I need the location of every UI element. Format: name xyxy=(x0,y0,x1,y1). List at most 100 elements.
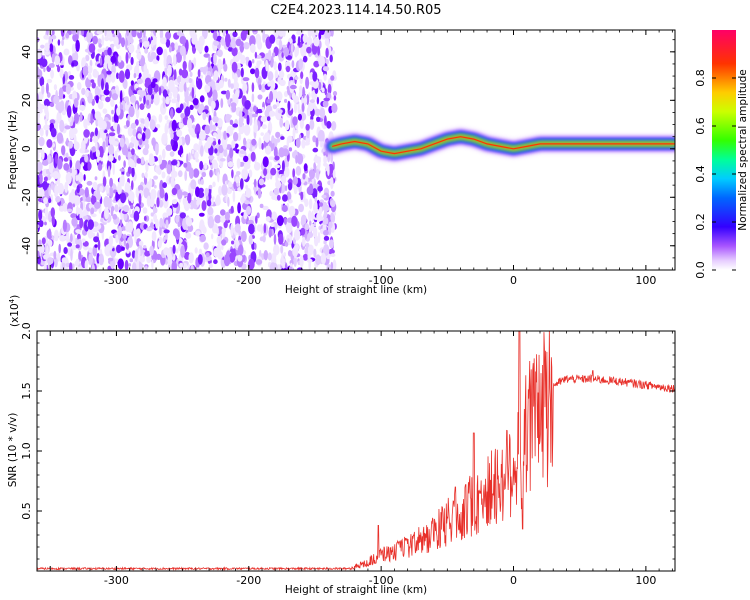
noise-blob xyxy=(212,132,218,137)
noise-blob xyxy=(117,182,122,188)
noise-blob xyxy=(136,61,140,69)
noise-blob xyxy=(297,113,302,121)
noise-blob xyxy=(50,207,55,218)
noise-blob xyxy=(48,239,53,247)
noise-blob xyxy=(37,150,40,161)
noise-blob xyxy=(158,113,163,123)
noise-blob xyxy=(97,100,104,110)
noise-blob xyxy=(254,215,258,224)
noise-blob xyxy=(311,30,316,39)
noise-blob xyxy=(37,224,40,229)
noise-blob xyxy=(45,82,49,95)
noise-blob xyxy=(277,62,282,72)
noise-blob xyxy=(261,30,266,35)
noise-blob xyxy=(234,55,238,61)
noise-blob xyxy=(281,160,285,173)
noise-blob xyxy=(58,87,64,99)
noise-blob xyxy=(119,104,124,110)
noise-blob xyxy=(155,124,161,129)
noise-blob xyxy=(150,51,157,60)
noise-blob xyxy=(152,59,159,65)
noise-blob xyxy=(78,250,82,262)
x-tick-label: 100 xyxy=(635,574,656,587)
noise-blob xyxy=(74,260,79,267)
noise-blob xyxy=(207,216,215,229)
noise-blob xyxy=(99,57,103,66)
noise-blob xyxy=(225,114,232,119)
noise-blob xyxy=(200,145,204,157)
noise-blob xyxy=(47,154,51,164)
noise-blob xyxy=(304,223,309,230)
noise-blob xyxy=(307,30,312,38)
noise-blob xyxy=(262,235,266,243)
noise-blob xyxy=(137,30,143,39)
noise-blob xyxy=(237,244,244,256)
noise-blob xyxy=(283,91,289,97)
noise-blob xyxy=(134,249,138,262)
noise-blob xyxy=(142,207,148,214)
noise-blob xyxy=(110,207,114,217)
noise-blob xyxy=(158,86,162,96)
noise-blob xyxy=(51,34,57,40)
y-tick-label: 1.5 xyxy=(20,382,33,400)
noise-blob xyxy=(122,78,128,90)
noise-blob xyxy=(131,30,137,38)
noise-blob xyxy=(282,108,286,114)
noise-blob xyxy=(282,148,289,157)
noise-blob xyxy=(130,136,136,144)
noise-blob xyxy=(123,204,130,212)
noise-blob xyxy=(128,263,132,267)
x-tick-label: 0 xyxy=(510,274,517,287)
noise-blob xyxy=(63,163,70,171)
noise-blob xyxy=(297,101,300,114)
noise-blob xyxy=(135,228,141,237)
noise-blob xyxy=(153,213,158,223)
noise-blob xyxy=(161,171,166,179)
noise-blob xyxy=(65,32,70,39)
noise-blob xyxy=(114,150,118,159)
noise-blob xyxy=(321,194,327,199)
noise-blob xyxy=(130,204,134,210)
noise-blob xyxy=(37,176,40,181)
noise-blob xyxy=(175,248,179,254)
noise-blob xyxy=(227,99,231,106)
noise-blob xyxy=(253,178,257,188)
noise-blob xyxy=(269,190,274,197)
noise-blob xyxy=(131,180,134,191)
noise-blob xyxy=(279,117,284,128)
noise-blob xyxy=(50,63,55,68)
noise-blob xyxy=(71,127,78,135)
noise-blob xyxy=(173,69,177,82)
noise-blob xyxy=(281,258,286,263)
noise-blob xyxy=(302,173,306,180)
noise-blob xyxy=(119,219,123,227)
noise-blob xyxy=(98,253,105,266)
noise-blob xyxy=(137,89,143,96)
noise-blob xyxy=(71,62,75,67)
noise-blob xyxy=(63,157,69,162)
noise-blob xyxy=(271,253,275,265)
noise-blob xyxy=(184,106,191,117)
colorbar-gradient xyxy=(712,30,736,270)
noise-blob xyxy=(275,91,283,102)
noise-blob xyxy=(214,148,218,154)
noise-blob xyxy=(288,205,296,217)
y-tick-label: 20 xyxy=(20,93,33,107)
noise-blob xyxy=(66,105,72,118)
noise-blob xyxy=(56,111,62,124)
noise-blob xyxy=(308,198,313,210)
noise-blob xyxy=(257,187,262,199)
noise-blob xyxy=(149,119,156,131)
noise-blob xyxy=(293,255,297,267)
noise-blob xyxy=(46,30,49,36)
noise-blob xyxy=(43,66,46,73)
noise-blob xyxy=(175,214,181,224)
noise-blob xyxy=(300,227,306,236)
noise-blob xyxy=(64,181,69,193)
noise-blob xyxy=(230,223,234,236)
noise-blob xyxy=(288,147,293,152)
noise-blob xyxy=(242,82,248,93)
noise-blob xyxy=(55,195,61,203)
noise-blob xyxy=(222,139,228,150)
